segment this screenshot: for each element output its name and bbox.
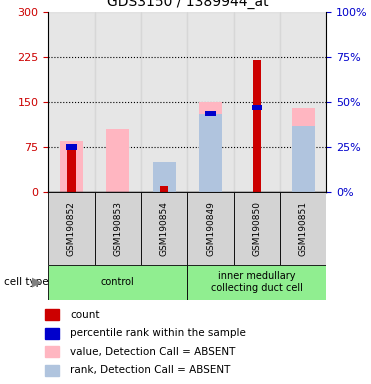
Bar: [199, 114, 222, 192]
Bar: [292, 126, 315, 192]
FancyBboxPatch shape: [95, 192, 141, 265]
FancyBboxPatch shape: [280, 192, 326, 265]
Text: GSM190854: GSM190854: [160, 201, 169, 256]
FancyBboxPatch shape: [48, 192, 95, 265]
Bar: [253, 60, 261, 192]
Text: GSM190851: GSM190851: [299, 201, 308, 256]
Text: inner medullary
collecting duct cell: inner medullary collecting duct cell: [211, 271, 303, 293]
Bar: [234, 12, 280, 192]
Text: ▶: ▶: [32, 276, 42, 289]
Bar: [152, 162, 176, 192]
FancyBboxPatch shape: [141, 192, 187, 265]
Bar: [45, 309, 59, 320]
Bar: [206, 111, 216, 116]
Text: value, Detection Call = ABSENT: value, Detection Call = ABSENT: [70, 347, 236, 357]
Text: rank, Detection Call = ABSENT: rank, Detection Call = ABSENT: [70, 366, 231, 376]
Text: control: control: [101, 277, 135, 287]
Bar: [45, 346, 59, 358]
FancyBboxPatch shape: [234, 192, 280, 265]
Bar: [141, 12, 187, 192]
Bar: [66, 144, 76, 150]
Bar: [48, 12, 95, 192]
Bar: [280, 12, 326, 192]
FancyBboxPatch shape: [187, 265, 326, 300]
Bar: [292, 108, 315, 192]
Text: GSM190852: GSM190852: [67, 201, 76, 256]
Bar: [45, 365, 59, 376]
Text: GSM190850: GSM190850: [252, 201, 262, 256]
Text: count: count: [70, 310, 100, 320]
Bar: [106, 129, 129, 192]
Text: cell type: cell type: [4, 277, 48, 287]
Bar: [252, 105, 262, 111]
Text: percentile rank within the sample: percentile rank within the sample: [70, 328, 246, 338]
FancyBboxPatch shape: [48, 265, 187, 300]
Bar: [199, 102, 222, 192]
Bar: [60, 141, 83, 192]
Bar: [95, 12, 141, 192]
Text: GSM190853: GSM190853: [113, 201, 122, 256]
FancyBboxPatch shape: [187, 192, 234, 265]
Bar: [67, 147, 76, 192]
Bar: [45, 328, 59, 339]
Bar: [187, 12, 234, 192]
Title: GDS3150 / 1389944_at: GDS3150 / 1389944_at: [106, 0, 268, 9]
Bar: [160, 186, 168, 192]
Text: GSM190849: GSM190849: [206, 201, 215, 256]
Bar: [152, 180, 176, 192]
